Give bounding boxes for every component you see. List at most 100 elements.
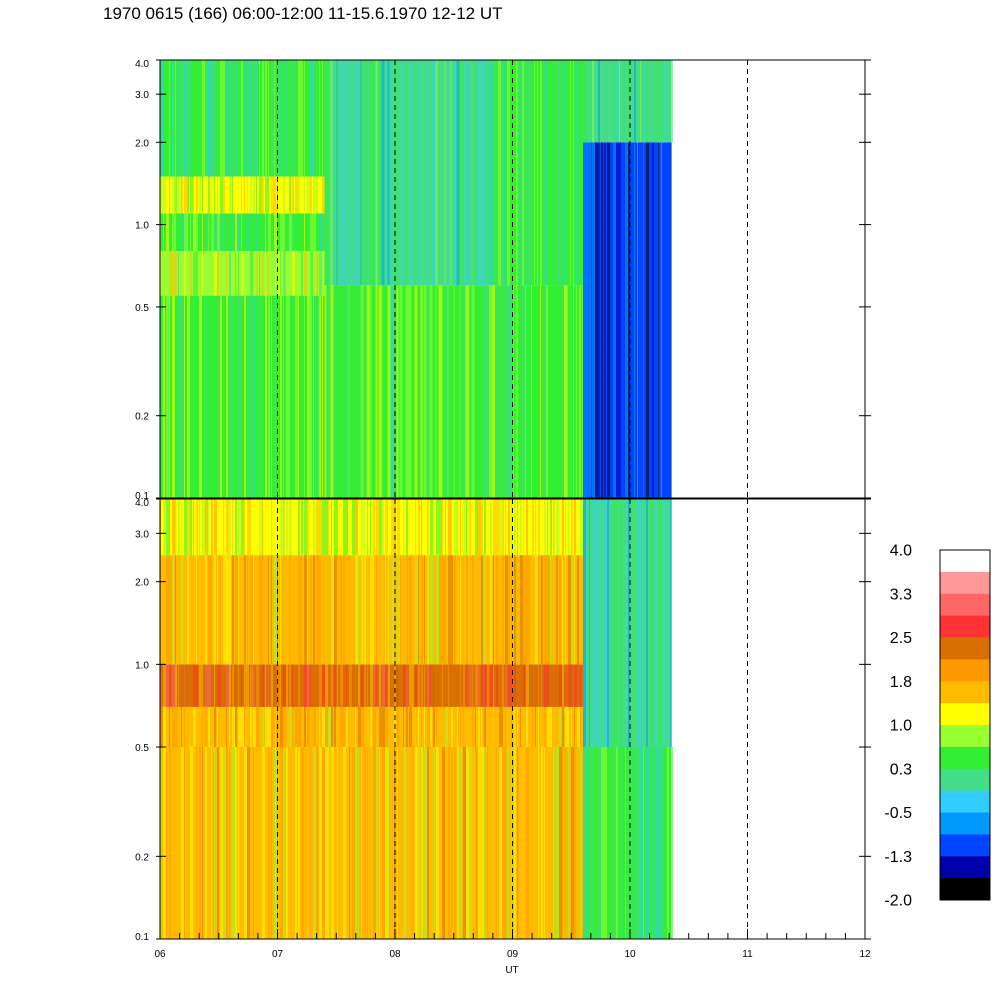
spectrogram-streak [463, 555, 464, 665]
spectrogram-streak [427, 747, 429, 939]
spectrogram-streak [649, 142, 651, 498]
spectrogram-streak [474, 60, 477, 286]
spectrogram-streak [235, 60, 237, 177]
spectrogram-streak [571, 555, 573, 665]
spectrogram-streak [163, 295, 165, 498]
spectrogram-streak [232, 60, 233, 177]
spectrogram-streak [483, 285, 487, 498]
spectrogram-streak [436, 706, 437, 747]
spectrogram-streak [510, 285, 511, 498]
spectrogram-streak [448, 747, 450, 939]
spectrogram-streak [366, 60, 370, 286]
spectrogram-streak [343, 747, 346, 939]
spectrogram-streak [327, 285, 331, 498]
spectrogram-streak [547, 706, 550, 747]
spectrogram-streak [538, 706, 539, 747]
spectrogram-streak [319, 60, 320, 177]
spectrogram-streak [571, 499, 573, 556]
spectrogram-streak [256, 706, 259, 747]
spectrogram-streak [262, 706, 264, 747]
spectrogram-streak [205, 295, 208, 498]
spectrogram-streak [478, 499, 481, 556]
spectrogram-streak [664, 142, 665, 498]
spectrogram-streak [411, 60, 414, 286]
spectrogram-streak [223, 213, 224, 252]
spectrogram-streak [229, 60, 232, 177]
spectrogram-streak [328, 664, 329, 707]
spectrogram-streak [415, 555, 418, 665]
spectrogram-streak [475, 555, 476, 665]
spectrogram-streak [493, 555, 494, 665]
spectrogram-streak [187, 251, 190, 296]
spectrogram-streak [420, 60, 422, 286]
spectrogram-streak [528, 60, 531, 286]
spectrogram-streak [399, 60, 401, 286]
spectrogram-streak [466, 706, 469, 747]
spectrogram-streak [586, 60, 587, 143]
spectrogram-streak [570, 285, 573, 498]
spectrogram-streak [235, 555, 238, 665]
spectrogram-streak [232, 499, 233, 556]
spectrogram-streak [226, 747, 228, 939]
spectrogram-streak [442, 664, 443, 707]
colorbar-label: 4.0 [890, 543, 912, 560]
spectrogram-streak [445, 706, 448, 747]
spectrogram-streak [532, 499, 534, 556]
spectrogram-streak [484, 664, 487, 707]
spectrogram-streak [418, 555, 419, 665]
spectrogram-streak [247, 555, 248, 665]
spectrogram-streak [340, 706, 343, 747]
spectrogram-streak [292, 499, 293, 556]
spectrogram-streak [175, 664, 177, 707]
spectrogram-streak [540, 60, 542, 286]
spectrogram-streak [355, 664, 356, 707]
y-tick-label: 2.0 [135, 138, 149, 149]
spectrogram-streak [328, 747, 329, 939]
spectrogram-streak [349, 555, 350, 665]
spectrogram-streak [292, 213, 293, 252]
spectrogram-streak [214, 295, 217, 498]
spectrogram-streak [631, 499, 634, 747]
spectrogram-streak [313, 213, 316, 252]
spectrogram-streak [322, 60, 323, 177]
spectrogram-streak [166, 295, 169, 498]
spectrogram-streak [208, 176, 210, 214]
spectrogram-streak [361, 555, 363, 665]
spectrogram-streak [477, 285, 480, 498]
spectrogram-streak [316, 176, 318, 214]
spectrogram-streak [544, 555, 547, 665]
spectrogram-streak [259, 295, 261, 498]
spectrogram-streak [573, 285, 574, 498]
spectrogram-streak [217, 295, 220, 498]
spectrogram-streak [508, 499, 510, 556]
spectrogram-streak [487, 706, 488, 747]
spectrogram-streak [460, 499, 461, 556]
spectrogram-streak [307, 213, 310, 252]
spectrogram-streak [421, 706, 422, 747]
spectrogram-streak [481, 747, 484, 939]
spectrogram-streak [298, 706, 301, 747]
spectrogram-streak [313, 555, 315, 665]
spectrogram-streak [244, 295, 246, 498]
spectrogram-streak [418, 706, 419, 747]
spectrogram-streak [360, 60, 362, 286]
spectrogram-streak [439, 747, 442, 939]
spectrogram-streak [492, 285, 495, 498]
spectrogram-streak [184, 555, 187, 665]
spectrogram-streak [520, 706, 521, 747]
spectrogram-streak [181, 499, 182, 556]
spectrogram-streak [613, 747, 616, 939]
spectrogram-streak [502, 499, 504, 556]
spectrogram-streak [520, 499, 522, 556]
spectrogram-streak [475, 747, 478, 939]
spectrogram-streak [456, 285, 459, 498]
spectrogram-streak [408, 285, 412, 498]
spectrogram-streak [289, 251, 291, 296]
spectrogram-streak [208, 499, 209, 556]
spectrogram-streak [544, 664, 547, 707]
spectrogram-streak [274, 60, 275, 177]
spectrogram-streak [238, 251, 239, 296]
spectrogram-streak [439, 664, 441, 707]
spectrogram-streak [307, 295, 310, 498]
spectrogram-streak [448, 706, 451, 747]
